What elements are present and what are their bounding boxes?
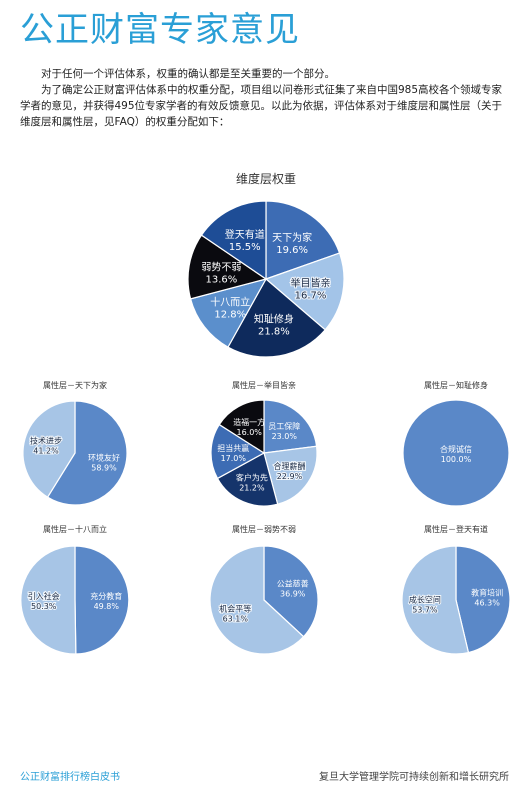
- pie-slice-5: [200, 200, 267, 281]
- slice-label-0: 合规诚信: [440, 444, 472, 454]
- slice-value-4: 13.6%: [206, 274, 238, 285]
- slice-label-5: 登天有道: [225, 228, 265, 241]
- chart-attr-ruoshibuluo: 属性层－弱势不弱 公益慈善 36.9% 机会平等 63.1%: [209, 524, 319, 659]
- slice-label-3: 十八而立: [210, 296, 250, 309]
- slice-label-1: 成长空间: [409, 595, 441, 605]
- pie-slice-4: [218, 399, 265, 455]
- chart-attr-tianxiaweijia: 属性层－天下为家 环境友好 58.9% 技术进步 41.2%: [22, 380, 128, 510]
- slice-label-3: 担当共赢: [217, 443, 249, 453]
- pie-slice-2: [216, 452, 279, 507]
- slice-label-1: 举目皆亲: [291, 276, 331, 289]
- slice-value-1: 50.3%: [31, 602, 57, 611]
- intro-paragraph-2: 为了确定公正财富评估体系中的权重分配，项目组以问卷形式征集了来自中国985高校各…: [20, 84, 503, 128]
- chart-attr-zhichixiushen: 属性层－知耻修身 合规诚信 100.0%: [402, 380, 510, 510]
- chart-attr-dengtianyoudao: 属性层－登天有道 教育培训 46.3% 成长空间 53.7%: [401, 524, 511, 659]
- chart-title: 属性层－弱势不弱: [232, 525, 296, 534]
- slice-label-4: 造福一方: [233, 417, 265, 427]
- slice-value-2: 21.2%: [239, 483, 265, 492]
- slice-value-3: 12.8%: [214, 310, 246, 321]
- slice-value-5: 15.5%: [229, 242, 261, 253]
- pie-slice-1: [20, 545, 77, 655]
- pie-slice-3: [189, 278, 268, 348]
- slice-label-2: 知耻修身: [254, 313, 294, 326]
- page-title: 公正财富专家意见: [20, 10, 300, 50]
- intro-text: 对于任何一个评估体系，权重的确认都是至关重要的一个部分。 为了确定公正财富评估体…: [20, 66, 510, 130]
- slice-value-1: 53.7%: [412, 606, 438, 615]
- slice-label-1: 技术进步: [30, 436, 62, 446]
- chart-title: 属性层－天下为家: [43, 381, 107, 390]
- footer-left: 公正财富排行榜白皮书: [20, 772, 120, 783]
- pie-slice-1: [263, 445, 318, 505]
- slice-label-0: 环境友好: [88, 452, 120, 462]
- chart-title: 属性层－举目皆亲: [232, 381, 296, 390]
- chart-attr-jumujieqin: 属性层－举目皆亲 员工保障 23.0% 合理薪酬 22.9% 客户为先 21.2% 担当共赢…: [210, 380, 318, 510]
- pie-slice-0: [263, 545, 319, 638]
- pie-slice-1: [401, 545, 470, 655]
- slice-label-0: 公益慈善: [277, 579, 309, 589]
- intro-paragraph-1: 对于任何一个评估体系，权重的确认都是至关重要的一个部分。: [41, 68, 335, 80]
- slice-label-1: 机会平等: [219, 604, 251, 614]
- slice-value-0: 36.9%: [280, 590, 306, 599]
- chart-dimension-weights: 维度层权重 天下为家 19.6% 举目皆亲 16.7% 知耻修身 21.8% 十八而立 12.…: [186, 164, 346, 384]
- footer-right: 复旦大学管理学院可持续创新和增长研究所: [319, 772, 509, 783]
- chart-title: 属性层－登天有道: [424, 525, 488, 534]
- slice-value-1: 22.9%: [277, 472, 303, 481]
- slice-value-3: 17.0%: [221, 454, 247, 463]
- slice-value-0: 100.0%: [441, 455, 472, 464]
- pie-slice-2: [227, 278, 326, 358]
- slice-value-0: 23.0%: [272, 432, 298, 441]
- slice-value-0: 49.8%: [94, 602, 120, 611]
- slice-value-0: 58.9%: [91, 463, 117, 472]
- slice-value-2: 21.8%: [258, 327, 290, 338]
- slice-value-1: 63.1%: [223, 615, 249, 624]
- slice-value-0: 46.3%: [474, 598, 500, 607]
- pie-slice-0: [46, 400, 128, 506]
- pie-slice-3: [210, 423, 266, 480]
- pie-slice-1: [209, 545, 305, 655]
- chart-title: 属性层－知耻修身: [424, 381, 488, 390]
- slice-label-4: 弱势不弱: [201, 260, 241, 273]
- pie-slice-0: [402, 399, 510, 507]
- chart-title: 维度层权重: [235, 172, 296, 186]
- chart-title: 属性层－十八而立: [43, 525, 107, 534]
- pie-slice-4: [187, 234, 268, 300]
- slice-label-0: 员工保障: [268, 421, 300, 431]
- slice-label-1: 引入社会: [28, 591, 60, 601]
- pie-slice-1: [22, 400, 76, 499]
- chart-attr-shibaerli: 属性层－十八而立 充分教育 49.8% 引入社会 50.3%: [20, 524, 130, 659]
- slice-value-1: 41.2%: [33, 447, 59, 456]
- pie-slice-0: [455, 545, 511, 654]
- slice-label-0: 教育培训: [471, 587, 503, 597]
- slice-value-0: 19.6%: [276, 245, 308, 256]
- pie-slice-0: [263, 399, 318, 454]
- slice-label-1: 合理薪酬: [274, 461, 306, 471]
- pie-slice-1: [264, 252, 345, 331]
- slice-label-0: 充分教育: [90, 591, 122, 601]
- slice-value-4: 16.0%: [236, 428, 262, 437]
- slice-label-2: 客户为先: [236, 472, 268, 482]
- slice-label-0: 天下为家: [272, 231, 312, 244]
- pie-slice-0: [74, 545, 130, 655]
- slice-value-1: 16.7%: [295, 290, 327, 301]
